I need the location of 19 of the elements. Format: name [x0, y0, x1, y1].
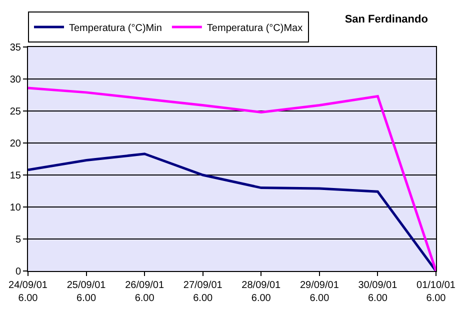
y-tick-label: 5 [15, 234, 22, 246]
x-tick-label: 26/09/01 6.00 [125, 280, 164, 304]
x-tick-label: 25/09/01 6.00 [66, 280, 106, 304]
x-tick-label: 24/09/01 6.00 [8, 280, 48, 304]
x-tick-label: 28/09/01 6.00 [242, 280, 282, 304]
y-tick-label: 15 [10, 170, 22, 182]
y-tick-label: 20 [10, 138, 22, 150]
x-tick-label: 30/09/01 6.00 [358, 280, 398, 304]
y-tick-label: 10 [10, 202, 22, 214]
y-tick-label: 35 [10, 42, 22, 54]
chart-title: San Ferdinando [344, 14, 428, 26]
legend-label: Temperatura (°C)Max [206, 22, 303, 34]
y-tick-label: 25 [10, 106, 22, 118]
y-tick-label: 0 [15, 266, 22, 278]
x-tick-label: 29/09/01 6.00 [300, 280, 340, 304]
x-tick-label: 27/09/01 6.00 [183, 280, 223, 304]
legend-label: Temperatura (°C)Min [69, 22, 162, 34]
x-tick-label: 01/10/01 6.00 [416, 280, 456, 304]
y-tick-label: 30 [10, 74, 22, 86]
